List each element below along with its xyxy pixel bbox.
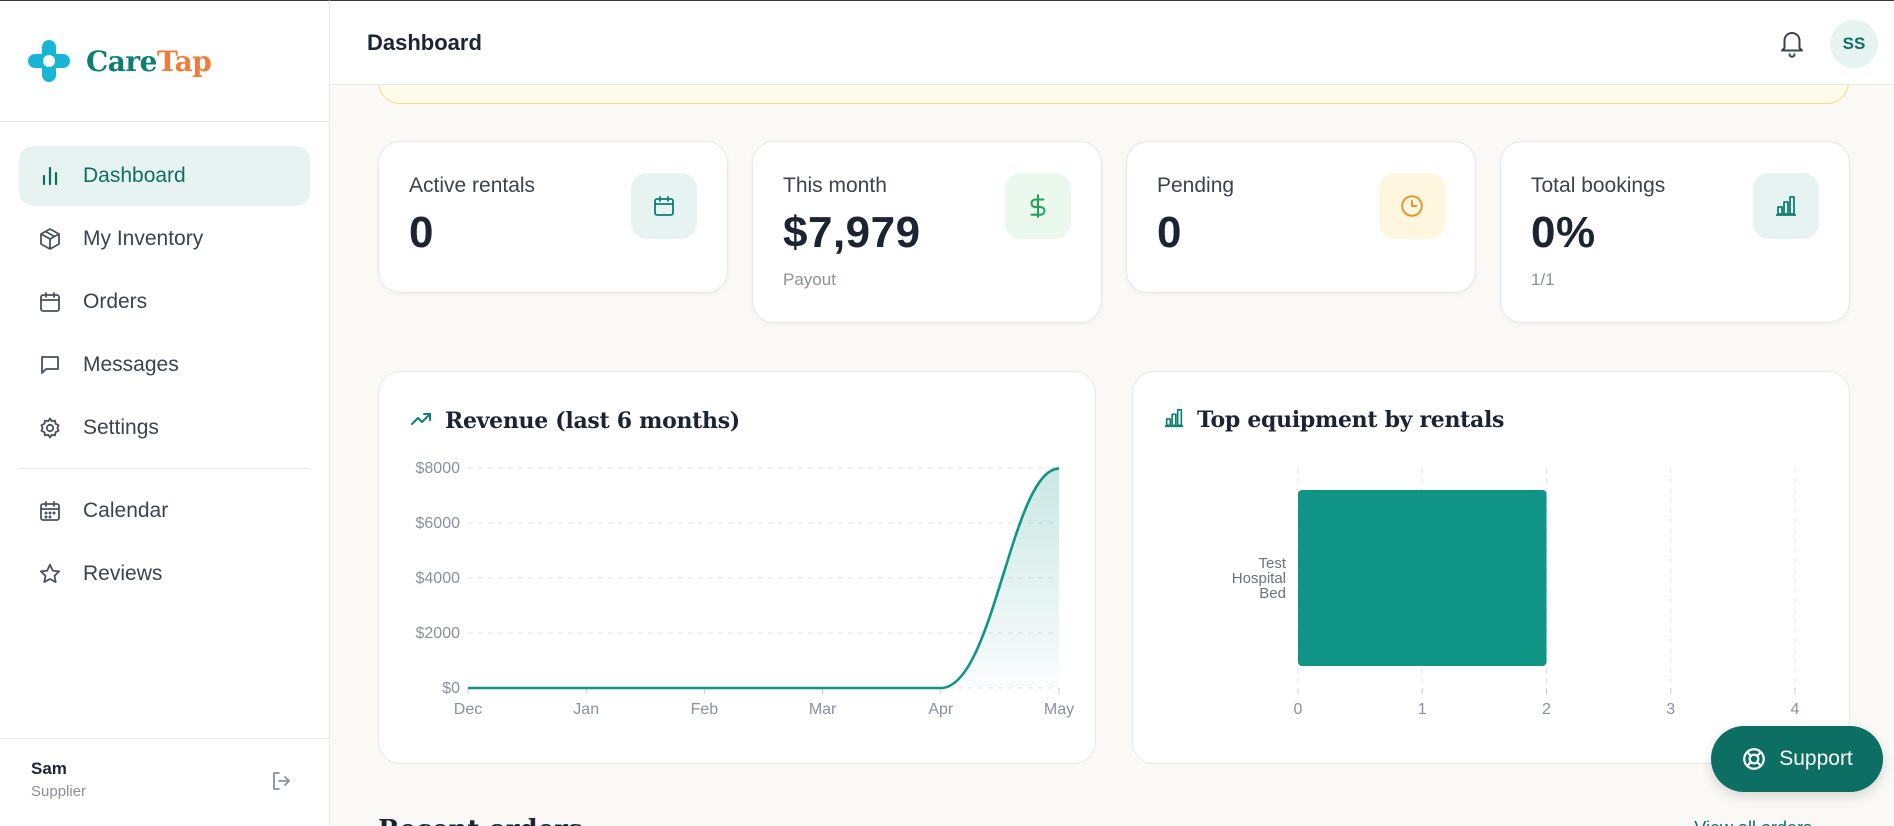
x-tick-label: 1 <box>1418 701 1427 718</box>
caretap-logo-icon <box>26 38 72 84</box>
chart-title: Revenue (last 6 months) <box>445 408 740 434</box>
clock-icon <box>1379 173 1445 239</box>
sidebar-item-dashboard[interactable]: Dashboard <box>19 146 310 206</box>
nav-divider <box>19 468 310 469</box>
topbar: Dashboard SS <box>330 0 1894 85</box>
message-icon <box>37 352 63 378</box>
brand-logo[interactable]: CareTap <box>0 1 329 122</box>
sidebar-item-calendar[interactable]: Calendar <box>19 481 310 541</box>
x-tick-label: Jan <box>573 701 599 718</box>
stat-value: $7,979 <box>783 208 921 257</box>
calendar-icon <box>37 289 63 315</box>
sidebar-item-my-inventory[interactable]: My Inventory <box>19 209 310 269</box>
support-label: Support <box>1779 747 1853 770</box>
sidebar-item-reviews[interactable]: Reviews <box>19 544 310 604</box>
user-profile: Sam Supplier <box>0 738 329 826</box>
x-tick-label: 4 <box>1791 701 1800 718</box>
x-tick-label: 3 <box>1666 701 1675 718</box>
gear-icon <box>37 415 63 441</box>
sidebar-item-orders[interactable]: Orders <box>19 272 310 332</box>
user-role: Supplier <box>31 783 87 800</box>
sidebar-item-label: Calendar <box>83 499 169 522</box>
sidebar-item-settings[interactable]: Settings <box>19 398 310 458</box>
stat-card-total-bookings: Total bookings 0% 1/1 <box>1500 141 1850 323</box>
y-category-label: Hospital <box>1232 570 1286 587</box>
x-tick-label: May <box>1044 701 1074 718</box>
equipment-chart-card: Top equipment by rentals 0 1 2 3 4 Test Hospit… <box>1132 371 1850 764</box>
stat-card-pending: Pending 0 <box>1126 141 1476 293</box>
sidebar: CareTap Dashboard My Inventory Orders <box>0 0 330 826</box>
y-tick-label: $6000 <box>416 515 461 532</box>
y-tick-label: $0 <box>442 680 460 697</box>
sidebar-item-label: My Inventory <box>83 227 204 250</box>
sidebar-nav: Dashboard My Inventory Orders Messages S… <box>0 122 329 604</box>
y-category-label: Bed <box>1259 585 1286 602</box>
box-icon <box>37 226 63 252</box>
x-tick-label: Feb <box>691 701 719 718</box>
revenue-chart: $0 $2000 $4000 $6000 $8000 Dec Jan Feb Mar Apr May <box>416 460 1075 718</box>
star-icon <box>37 561 63 587</box>
sidebar-item-label: Reviews <box>83 562 163 585</box>
y-tick-label: $8000 <box>416 460 461 477</box>
x-tick-label: Mar <box>809 701 837 718</box>
y-tick-label: $2000 <box>416 625 461 642</box>
view-all-orders-link[interactable]: View all orders <box>1694 818 1812 826</box>
bell-icon[interactable] <box>1777 28 1807 58</box>
chart-title: Top equipment by rentals <box>1197 407 1505 433</box>
y-tick-label: $4000 <box>416 570 461 587</box>
stat-card-this-month: This month $7,979 Payout <box>752 141 1102 323</box>
stat-value: 0 <box>409 208 434 257</box>
x-tick-label: 2 <box>1542 701 1551 718</box>
support-button[interactable]: Support <box>1711 726 1883 792</box>
sidebar-item-label: Orders <box>83 290 148 313</box>
revenue-line <box>467 467 1060 690</box>
user-name: Sam <box>31 759 67 778</box>
trending-up-icon <box>409 407 433 435</box>
sidebar-item-label: Settings <box>83 416 159 439</box>
sidebar-item-label: Dashboard <box>83 164 186 187</box>
dollar-icon <box>1005 173 1071 239</box>
stat-label: Total bookings <box>1531 174 1666 197</box>
stat-value: 0 <box>1157 208 1182 257</box>
brand-name: CareTap <box>86 44 212 78</box>
x-tick-label: Apr <box>928 701 954 718</box>
stat-label: Active rentals <box>409 174 536 197</box>
x-tick-label: Dec <box>454 701 482 718</box>
bar <box>1298 490 1547 666</box>
stat-card-active-rentals: Active rentals 0 <box>378 141 728 293</box>
logout-icon[interactable] <box>269 769 293 793</box>
bar-chart-icon <box>1753 173 1819 239</box>
sidebar-item-messages[interactable]: Messages <box>19 335 310 395</box>
page-title: Dashboard <box>367 29 482 55</box>
avatar[interactable]: SS <box>1830 20 1878 68</box>
chart-header: Top equipment by rentals <box>1163 407 1504 433</box>
stat-value: 0% <box>1531 208 1596 257</box>
sidebar-item-label: Messages <box>83 353 179 376</box>
stat-sub: 1/1 <box>1531 270 1555 289</box>
stat-sub: Payout <box>783 270 836 289</box>
revenue-area <box>468 468 1059 688</box>
bar-chart-icon <box>37 163 63 189</box>
lifebuoy-icon <box>1741 746 1767 772</box>
y-category-label: Test <box>1258 555 1286 572</box>
bar-chart-icon <box>1163 407 1185 433</box>
calendar-icon <box>631 173 697 239</box>
calendar-grid-icon <box>37 498 63 524</box>
recent-orders-heading: Recent orders <box>378 815 583 826</box>
x-tick-label: 0 <box>1294 701 1303 718</box>
stat-label: This month <box>783 174 887 197</box>
revenue-chart-card: Revenue (last 6 months) $0 $2000 $4000 $600… <box>378 371 1096 764</box>
chart-header: Revenue (last 6 months) <box>409 407 740 435</box>
stat-label: Pending <box>1157 174 1235 197</box>
